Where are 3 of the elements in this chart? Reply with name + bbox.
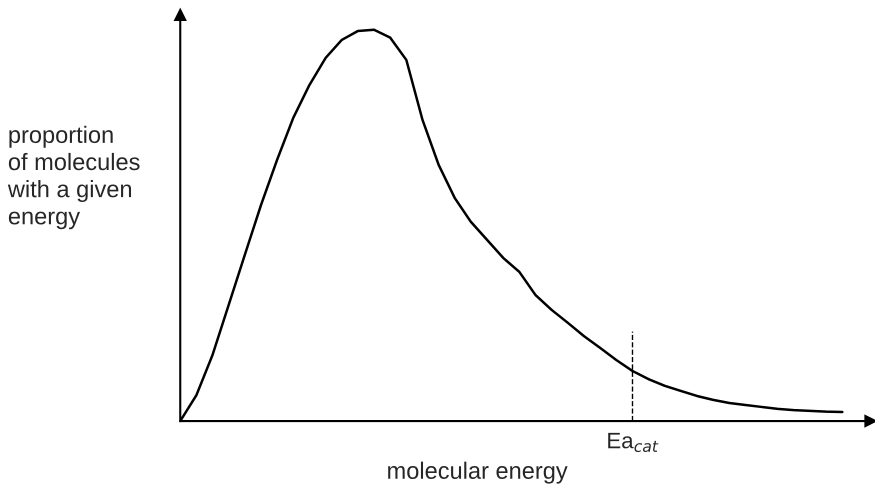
y-axis-title: proportion of molecules with a given energy: [8, 126, 140, 230]
x-axis-title: molecular energy: [388, 462, 568, 484]
text: Ea$_{cat}$: [608, 432, 658, 452]
